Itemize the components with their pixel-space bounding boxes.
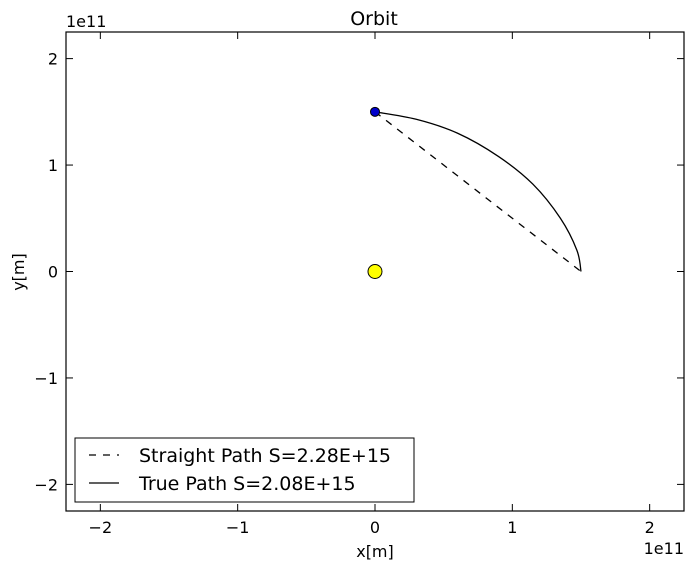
x-tick-label: 0 xyxy=(370,518,380,537)
x-tick-label: −1 xyxy=(226,518,250,537)
sun-marker xyxy=(367,264,383,279)
legend-box xyxy=(74,437,415,503)
legend-label-straight-path: Straight Path S=2.28E+15 xyxy=(139,445,391,467)
x-tick-label: 1 xyxy=(507,518,517,537)
y-tick-label: 0 xyxy=(48,263,58,282)
y-tick-label: 1 xyxy=(48,156,58,175)
y-tick-label: −2 xyxy=(34,475,58,494)
x-axis-label: x[m] xyxy=(356,542,394,561)
true-path-line xyxy=(374,111,582,272)
chart-title: Orbit xyxy=(350,8,398,30)
x-offset-label: 1e11 xyxy=(644,539,684,558)
y-offset-label: 1e11 xyxy=(66,12,106,31)
series-layer xyxy=(374,111,582,273)
planet-marker xyxy=(370,106,380,117)
marker-layer xyxy=(367,106,383,279)
x-tick-label: 2 xyxy=(645,518,655,537)
legend-label-true-path: True Path S=2.08E+15 xyxy=(138,473,356,495)
y-axis-label: y[m] xyxy=(9,253,28,291)
straight-path-line xyxy=(374,111,582,273)
legend: Straight Path S=2.28E+15 True Path S=2.0… xyxy=(74,437,415,503)
y-tick-label: 2 xyxy=(48,50,58,69)
axis-ticks xyxy=(66,32,684,511)
y-tick-label: −1 xyxy=(34,369,58,388)
x-tick-label: −2 xyxy=(89,518,113,537)
tick-labels: −2 −1 0 1 2 −2 −1 0 1 2 xyxy=(34,50,654,537)
